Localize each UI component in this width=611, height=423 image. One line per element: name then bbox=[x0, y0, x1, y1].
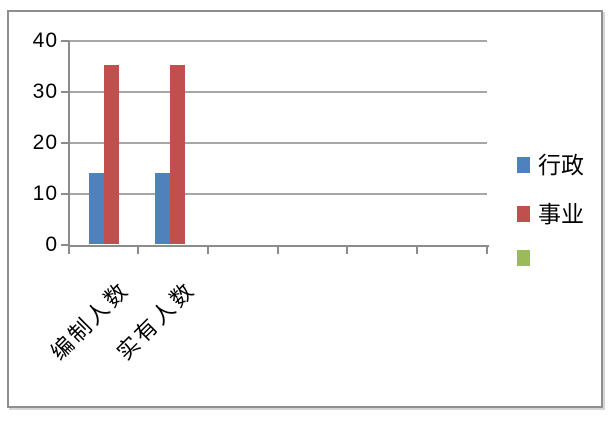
gridline bbox=[68, 142, 487, 144]
x-axis-tick bbox=[276, 245, 279, 254]
bar-事业-编制人数 bbox=[103, 65, 119, 244]
y-axis-label: 10 bbox=[32, 182, 58, 205]
y-axis-line bbox=[68, 41, 70, 254]
y-axis-tick bbox=[61, 40, 69, 42]
legend-item: 行政 bbox=[517, 152, 584, 178]
y-axis-label: 20 bbox=[32, 131, 58, 154]
legend-item: 事业 bbox=[517, 201, 584, 227]
bar-事业-实有人数 bbox=[169, 65, 185, 244]
y-axis-label: 30 bbox=[32, 80, 58, 103]
x-axis-tick bbox=[346, 245, 349, 254]
x-axis-tick bbox=[136, 245, 139, 254]
y-axis-label: 0 bbox=[45, 233, 58, 256]
legend-swatch-icon bbox=[517, 250, 530, 266]
y-axis-label: 40 bbox=[32, 29, 58, 52]
legend-item bbox=[517, 250, 530, 266]
y-axis-tick bbox=[61, 142, 69, 144]
x-axis-tick bbox=[486, 245, 488, 254]
x-axis-line bbox=[68, 245, 489, 247]
legend-swatch-icon bbox=[517, 157, 530, 173]
y-axis-tick bbox=[61, 91, 69, 93]
bar-行政-编制人数 bbox=[88, 173, 104, 244]
x-axis-tick bbox=[416, 245, 419, 254]
legend-label: 行政 bbox=[538, 152, 584, 178]
gridline bbox=[68, 40, 487, 42]
x-axis-tick bbox=[206, 245, 209, 254]
bar-行政-实有人数 bbox=[154, 173, 170, 244]
y-axis-tick bbox=[61, 193, 69, 195]
gridline bbox=[68, 193, 487, 195]
legend-swatch-icon bbox=[517, 206, 530, 222]
legend-label: 事业 bbox=[538, 201, 584, 227]
y-axis-tick bbox=[61, 244, 69, 246]
gridline bbox=[68, 91, 487, 93]
